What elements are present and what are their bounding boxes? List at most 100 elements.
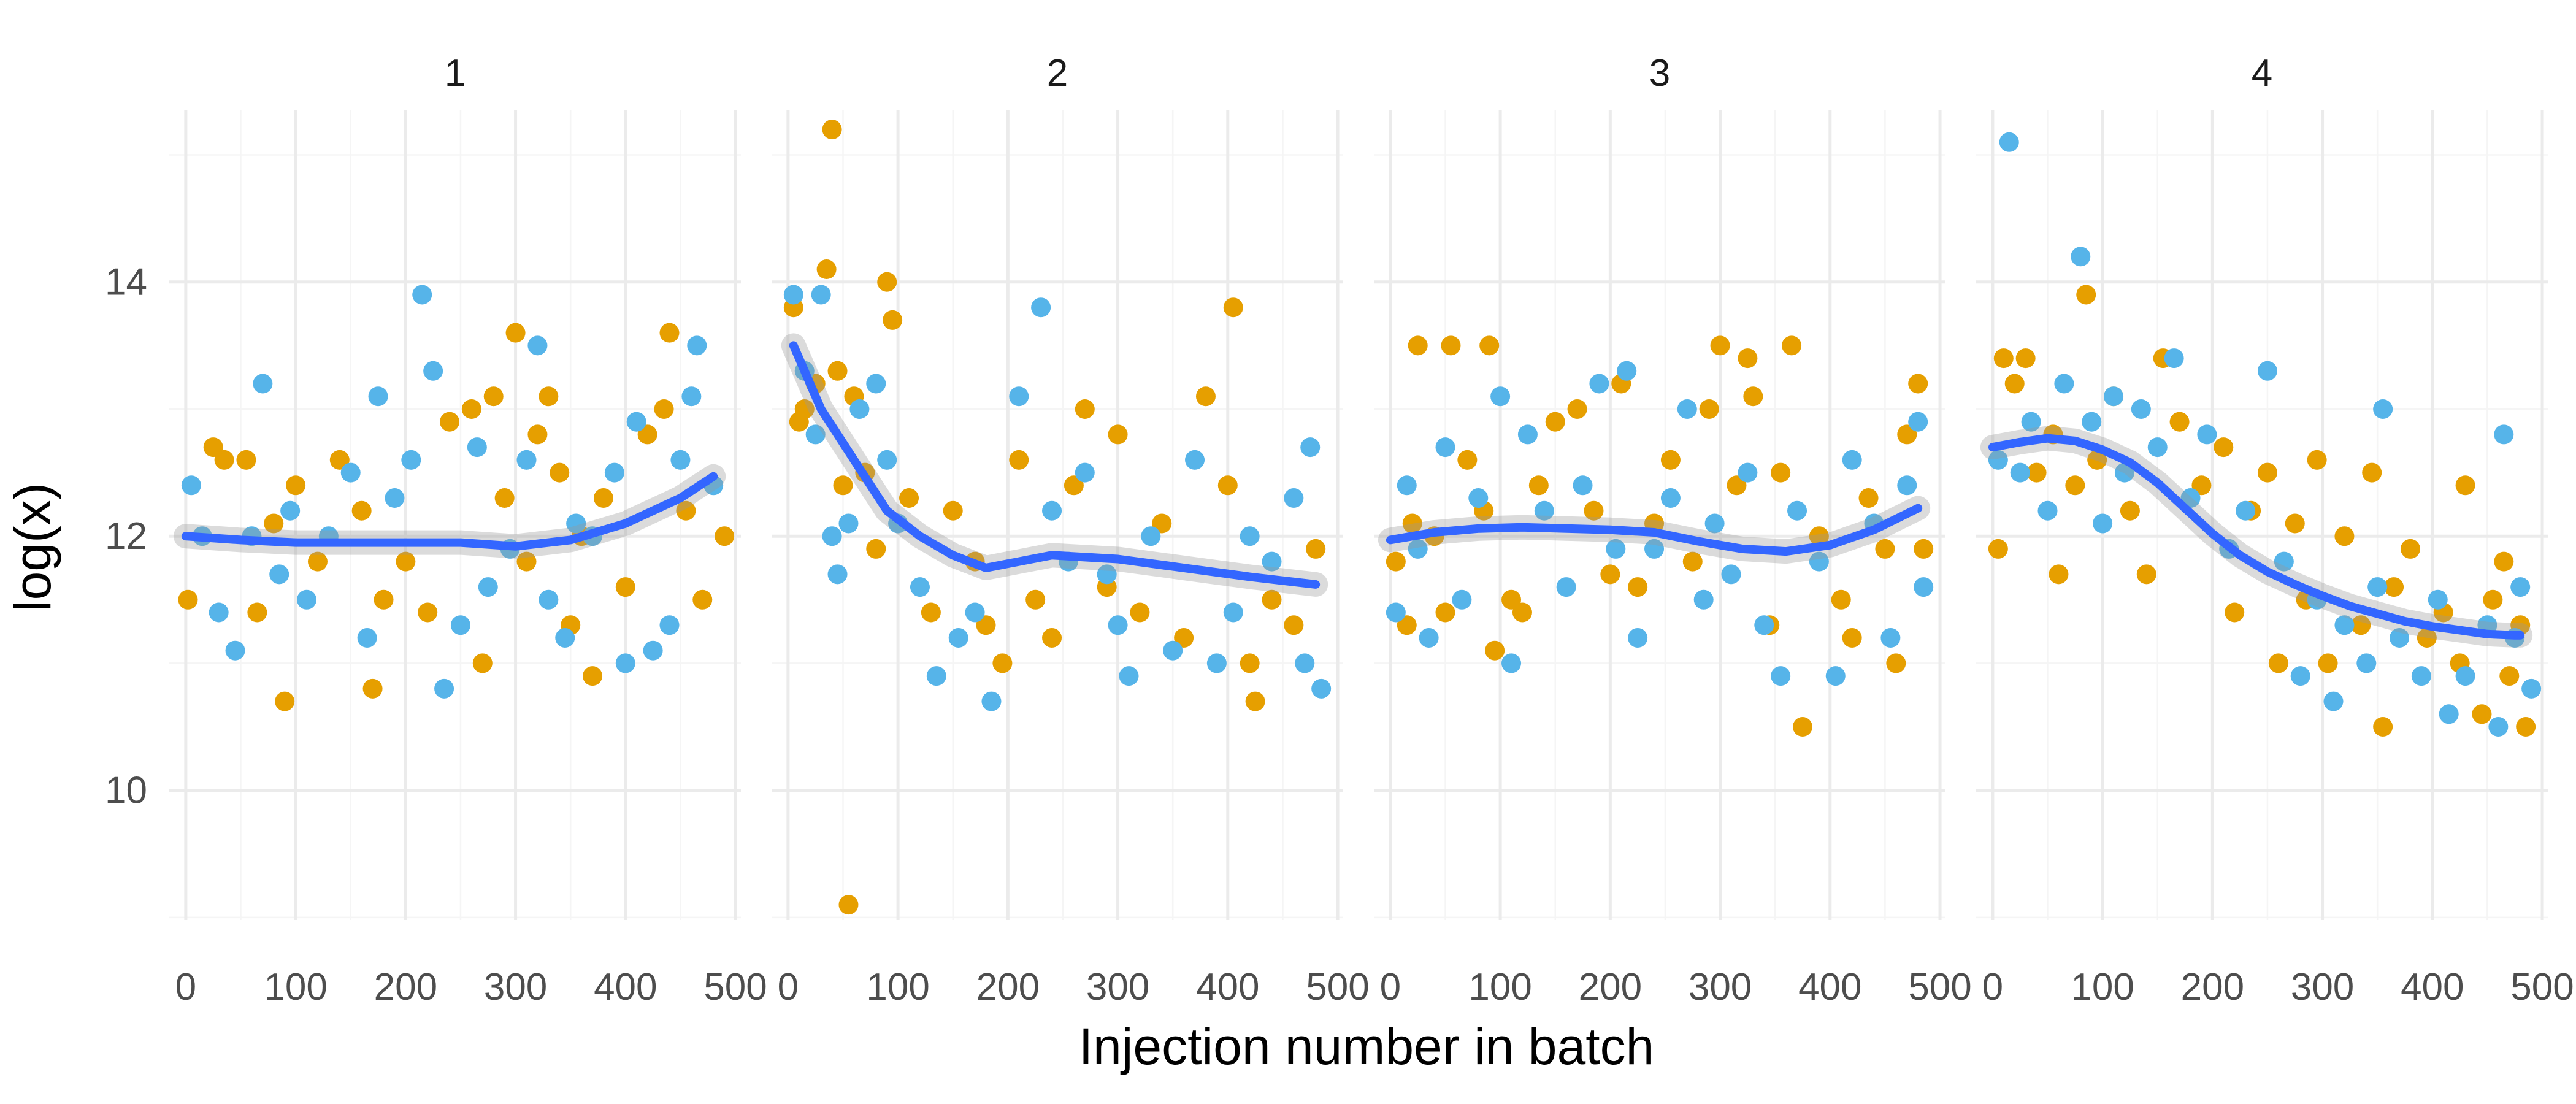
data-point-orange [362, 678, 383, 699]
x-tick-label: 200 [2181, 966, 2244, 1008]
x-tick-label: 400 [1196, 966, 1259, 1008]
data-point-blue [2274, 551, 2294, 572]
data-point-orange [2362, 462, 2382, 483]
data-point-orange [2225, 602, 2245, 623]
data-point-blue [2411, 666, 2431, 686]
data-point-orange [1875, 539, 1895, 559]
data-point-orange [2049, 564, 2069, 585]
data-point-blue [2054, 374, 2074, 394]
data-point-blue [805, 424, 826, 445]
facet-panel-4: 4 0 100 200 300 400 500 [1976, 52, 2574, 1008]
data-point-blue [2104, 386, 2124, 407]
data-point-orange [374, 589, 394, 610]
data-point-blue [1517, 424, 1538, 445]
data-point-orange [838, 895, 859, 915]
data-point-orange [2483, 589, 2503, 610]
data-point-orange [494, 488, 515, 508]
x-tick-label: 200 [976, 966, 1040, 1008]
data-point-blue [2367, 577, 2388, 597]
data-point-blue [434, 678, 454, 699]
data-point-orange [539, 386, 559, 407]
data-point-orange [1174, 627, 1194, 648]
data-point-blue [1185, 450, 1205, 470]
x-tick-label: 500 [703, 966, 767, 1008]
data-point-orange [2285, 513, 2305, 534]
data-point-orange [883, 310, 903, 330]
data-point-blue [2164, 348, 2184, 369]
data-point-orange [1914, 539, 1934, 559]
data-point-blue [981, 691, 1002, 711]
data-point-orange [2318, 653, 2338, 673]
x-tick-label: 400 [594, 966, 657, 1008]
data-point-orange [1908, 374, 1928, 394]
data-point-orange [2400, 539, 2420, 559]
data-point-orange [2472, 704, 2492, 724]
data-point-orange [1584, 500, 1604, 521]
data-point-blue [2010, 462, 2030, 483]
data-point-orange [615, 577, 635, 597]
data-point-orange [1512, 602, 1532, 623]
data-point-orange [2065, 475, 2085, 496]
facet-panel-3: 3 0 100 200 300 400 500 [1374, 52, 1972, 1008]
data-point-blue [2356, 653, 2377, 673]
data-point-orange [1567, 399, 1587, 419]
x-tick-label: 100 [866, 966, 929, 1008]
data-point-orange [2334, 526, 2355, 546]
x-tick-label: 0 [1380, 966, 1401, 1008]
data-point-blue [1009, 386, 1029, 407]
data-point-orange [1682, 551, 1703, 572]
data-point-blue [1988, 450, 2008, 470]
data-point-orange [1284, 615, 1304, 635]
data-point-blue [604, 462, 624, 483]
data-point-blue [1042, 500, 1062, 521]
data-point-blue [2236, 500, 2256, 521]
data-point-blue [1628, 627, 1648, 648]
x-tick-label: 100 [264, 966, 327, 1008]
data-point-orange [816, 259, 837, 280]
facet-label: 2 [1047, 52, 1068, 94]
data-point-blue [1534, 500, 1554, 521]
data-point-orange [418, 602, 438, 623]
data-point-blue [1311, 678, 1332, 699]
data-point-blue [297, 589, 317, 610]
data-point-blue [1300, 437, 1321, 458]
data-point-orange [2076, 285, 2096, 305]
data-point-orange [2136, 564, 2156, 585]
data-point-blue [1284, 488, 1304, 508]
data-point-orange [178, 589, 198, 610]
x-tick-label: 200 [1579, 966, 1642, 1008]
data-point-orange [1479, 335, 1500, 356]
data-point-blue [2334, 615, 2355, 635]
data-point-orange [1485, 640, 1505, 661]
data-point-blue [1262, 551, 1282, 572]
x-tick-label: 400 [1798, 966, 1861, 1008]
data-point-blue [1452, 589, 1472, 610]
data-point-orange [1988, 539, 2008, 559]
data-point-orange [1809, 526, 1829, 546]
data-point-orange [1858, 488, 1879, 508]
data-point-blue [1490, 386, 1511, 407]
data-point-orange [1306, 539, 1326, 559]
data-point-orange [1108, 424, 1128, 445]
data-point-orange [2373, 717, 2393, 737]
data-point-blue [401, 450, 421, 470]
data-point-orange [654, 399, 674, 419]
data-point-blue [1141, 526, 1161, 546]
facet-label: 3 [1649, 52, 1670, 94]
data-point-blue [2323, 691, 2344, 711]
data-point-blue [1419, 627, 1439, 648]
data-point-blue [948, 627, 968, 648]
y-axis-title: log(x) [4, 483, 61, 611]
data-point-blue [2021, 412, 2041, 432]
data-point-orange [899, 488, 919, 508]
data-point-orange [676, 500, 696, 521]
data-point-blue [555, 627, 575, 648]
data-point-blue [2147, 437, 2168, 458]
data-point-blue [566, 513, 586, 534]
data-point-blue [1644, 539, 1665, 559]
data-point-orange [1782, 335, 1802, 356]
data-point-orange [1897, 424, 1917, 445]
data-point-blue [2114, 462, 2134, 483]
data-point-blue [1223, 602, 1243, 623]
data-point-blue [1617, 361, 1637, 381]
